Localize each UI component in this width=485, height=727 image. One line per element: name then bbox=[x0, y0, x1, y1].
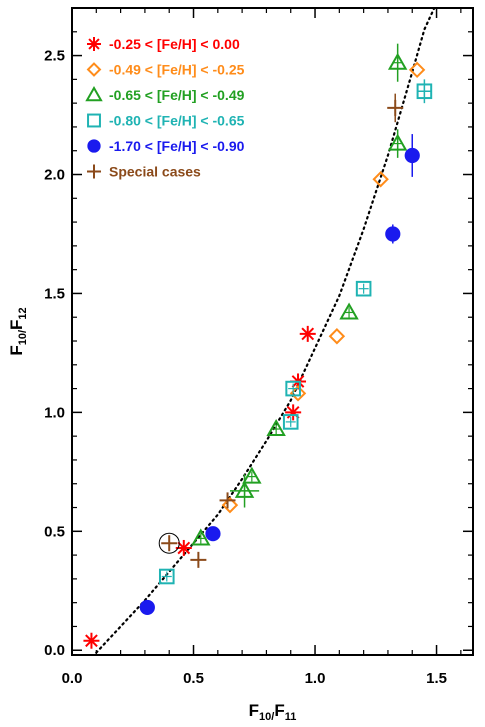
data-point-plus bbox=[158, 532, 180, 554]
fit-curve-line bbox=[95, 8, 436, 654]
axis-ticks: 0.0 0.5 1.0 1.5 0.0 0.5 1.0 1.5 2.0 2.5 bbox=[44, 8, 473, 687]
legend-entry: Special cases bbox=[87, 164, 201, 180]
data-point-square bbox=[158, 568, 175, 585]
legend-label: -0.65 < [Fe/H] < -0.49 bbox=[109, 87, 245, 103]
x-tick-label: 0.0 bbox=[62, 670, 83, 687]
data-point-plus bbox=[387, 93, 404, 123]
legend-entry: -1.70 < [Fe/H] < -0.90 bbox=[87, 138, 245, 154]
data-point-diamond bbox=[408, 61, 426, 79]
y-tick-label: 1.0 bbox=[44, 404, 65, 421]
x-axis-title-sub: 10/ bbox=[259, 711, 274, 723]
data-point-diamond bbox=[372, 171, 389, 188]
legend-marker-triangle bbox=[85, 85, 103, 102]
fit-curve bbox=[95, 8, 436, 654]
data-point-triangle bbox=[339, 302, 359, 320]
legend-marker-asterisk bbox=[87, 37, 101, 51]
data-point-circle bbox=[385, 224, 401, 244]
data-point-plus bbox=[219, 492, 236, 509]
plot-area-border bbox=[71, 7, 474, 656]
data-point-diamond bbox=[221, 496, 239, 514]
legend-entry: -0.65 < [Fe/H] < -0.49 bbox=[85, 85, 245, 103]
legend-label: Special cases bbox=[109, 164, 201, 180]
data-point-square bbox=[282, 414, 299, 430]
x-axis-title-main2: F bbox=[274, 701, 284, 720]
y-tick-label: 0.5 bbox=[44, 523, 65, 540]
legend-marker-plus bbox=[87, 164, 101, 179]
y-tick-label: 0.0 bbox=[44, 642, 65, 659]
legend-label: -0.80 < [Fe/H] < -0.65 bbox=[109, 113, 245, 129]
x-tick-label: 1.0 bbox=[305, 670, 326, 687]
data-point-square bbox=[355, 280, 372, 297]
data-point-triangle bbox=[387, 129, 408, 158]
y-axis-title-main2: F bbox=[7, 320, 26, 330]
y-axis-title: F10/F12 bbox=[7, 307, 29, 355]
data-point-triangle bbox=[191, 528, 211, 546]
y-tick-label: 1.5 bbox=[44, 285, 65, 302]
y-axis-title-main: F bbox=[7, 345, 26, 355]
x-axis-title: F10/F11 bbox=[249, 701, 297, 723]
x-axis-title-sub2: 11 bbox=[285, 711, 297, 723]
legend-marker-diamond bbox=[86, 62, 102, 77]
data-point-circle bbox=[404, 134, 420, 177]
data-point-square bbox=[416, 79, 433, 104]
legend-entry: -0.49 < [Fe/H] < -0.25 bbox=[86, 62, 245, 78]
legend-entry: -0.25 < [Fe/H] < 0.00 bbox=[87, 36, 240, 52]
data-points bbox=[83, 43, 433, 649]
x-tick-label: 1.5 bbox=[426, 670, 447, 687]
data-point-square bbox=[285, 380, 301, 397]
data-point-diamond bbox=[328, 328, 346, 345]
legend: -0.25 < [Fe/H] < 0.00 -0.49 < [Fe/H] < -0… bbox=[85, 36, 245, 180]
data-point-circle bbox=[205, 526, 221, 542]
data-point-asterisk bbox=[83, 632, 100, 649]
data-point-triangle bbox=[266, 419, 286, 437]
y-axis-title-sub: 10/ bbox=[17, 330, 29, 345]
legend-label: -0.49 < [Fe/H] < -0.25 bbox=[109, 62, 245, 78]
y-tick-label: 2.0 bbox=[44, 167, 65, 184]
x-axis-title-main: F bbox=[249, 701, 259, 720]
plot-frame bbox=[71, 7, 474, 656]
legend-label: -1.70 < [Fe/H] < -0.90 bbox=[109, 138, 245, 154]
legend-label: -0.25 < [Fe/H] < 0.00 bbox=[109, 36, 240, 52]
circled-highlight bbox=[158, 532, 180, 554]
data-point-asterisk bbox=[299, 325, 316, 342]
data-point-asterisk bbox=[285, 404, 302, 421]
data-point-triangle bbox=[387, 43, 408, 82]
y-axis-title-sub2: 12 bbox=[17, 307, 29, 319]
legend-marker-circle bbox=[87, 139, 101, 153]
data-point-circle bbox=[139, 599, 155, 616]
legend-marker-square bbox=[87, 113, 101, 128]
y-tick-label: 2.5 bbox=[44, 48, 65, 65]
legend-entry: -0.80 < [Fe/H] < -0.65 bbox=[87, 113, 245, 129]
data-point-triangle bbox=[242, 466, 262, 484]
x-tick-label: 0.5 bbox=[183, 670, 204, 687]
data-point-plus bbox=[190, 551, 207, 568]
